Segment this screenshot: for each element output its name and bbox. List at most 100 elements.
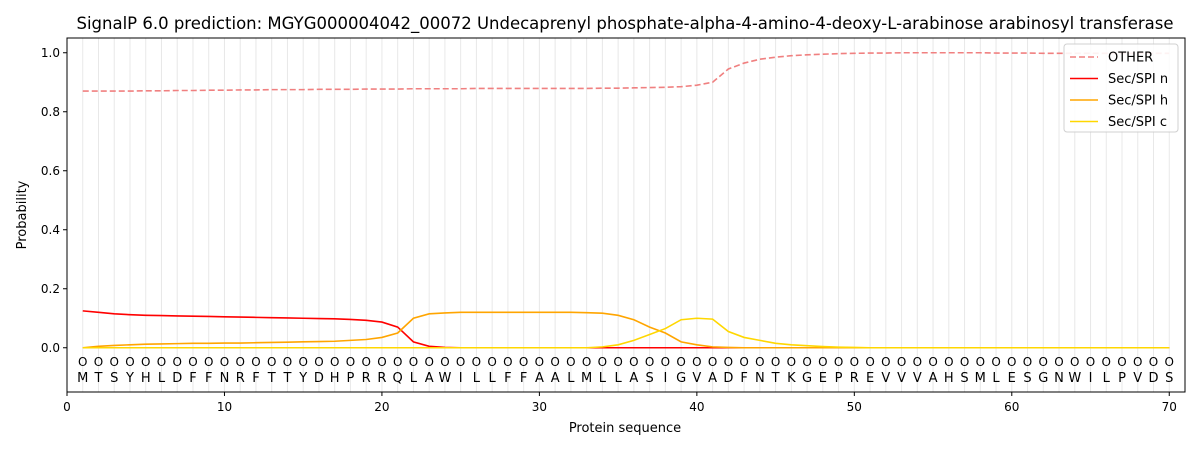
state-label: O (346, 355, 355, 369)
series-line-other (82, 51, 1170, 92)
residue-label: N (1054, 371, 1064, 386)
state-label: O (645, 355, 654, 369)
state-label: O (251, 355, 260, 369)
state-label: O (535, 355, 544, 369)
residue-label: T (94, 371, 103, 386)
state-label: O (267, 355, 276, 369)
state-label: O (172, 355, 181, 369)
y-axis-label: Probability (15, 180, 30, 249)
state-label: O (141, 355, 150, 369)
residue-label: F (189, 371, 196, 386)
legend: OTHER Sec/SPI n Sec/SPI h Sec/SPI c (1063, 43, 1179, 133)
x-tick-label: 10 (217, 400, 232, 414)
state-label: O (598, 355, 607, 369)
residue-label: V (692, 371, 701, 386)
residue-label: Q (393, 371, 403, 386)
state-label: O (1054, 355, 1063, 369)
state-label: O (487, 355, 496, 369)
x-tick-label: 50 (847, 400, 862, 414)
state-label: O (472, 355, 481, 369)
legend-box (1063, 43, 1179, 133)
residue-label: G (1038, 371, 1048, 386)
series-line-sec-spi-c (82, 317, 1170, 349)
state-label: O (676, 355, 685, 369)
residue-label: D (172, 371, 182, 386)
state-label: O (204, 355, 213, 369)
state-label: O (566, 355, 575, 369)
residue-label: T (771, 371, 780, 386)
state-label: O (330, 355, 339, 369)
residue-label: G (676, 371, 686, 386)
y-tick-label: 0.8 (41, 105, 60, 119)
residue-label: L (473, 371, 481, 386)
x-tick-label: 0 (63, 400, 71, 414)
residue-label: Y (298, 371, 307, 386)
x-tick-label: 30 (532, 400, 547, 414)
y-tick-label: 0.4 (41, 223, 60, 237)
residue-label: T (282, 371, 291, 386)
y-tick-label: 0.2 (41, 282, 60, 296)
residue-label: F (740, 371, 747, 386)
state-label: O (1039, 355, 1048, 369)
residue-label: S (1165, 371, 1173, 386)
state-label: O (850, 355, 859, 369)
residue-label: A (425, 371, 434, 386)
residue-label: D (1148, 371, 1158, 386)
state-label: O (944, 355, 953, 369)
residue-label: V (913, 371, 922, 386)
residue-label: R (850, 371, 859, 386)
state-label: O (78, 355, 87, 369)
residue-label: M (77, 371, 88, 386)
state-label: O (976, 355, 985, 369)
residue-label: K (787, 371, 796, 386)
y-tick-label: 0.0 (41, 341, 60, 355)
state-label: O (440, 355, 449, 369)
state-label: O (1102, 355, 1111, 369)
state-label: O (865, 355, 874, 369)
residue-label: P (347, 371, 355, 386)
residue-label: L (599, 371, 607, 386)
legend-label: Sec/SPI c (1108, 115, 1167, 130)
state-label: O (456, 355, 465, 369)
state-label: O (409, 355, 418, 369)
plot-frame (66, 37, 1186, 393)
residue-label: I (459, 371, 463, 386)
state-label: O (298, 355, 307, 369)
residue-label: M (975, 371, 986, 386)
residue-label: D (723, 371, 733, 386)
state-label: O (692, 355, 701, 369)
state-label: O (629, 355, 638, 369)
residue-label: S (110, 371, 118, 386)
state-label: O (771, 355, 780, 369)
state-label: O (314, 355, 323, 369)
residue-label: V (1133, 371, 1142, 386)
state-label: O (1023, 355, 1032, 369)
state-label: O (361, 355, 370, 369)
residue-label: I (663, 371, 667, 386)
residue-label: R (362, 371, 371, 386)
residue-label: T (267, 371, 276, 386)
x-axis-label: Protein sequence (569, 421, 681, 436)
state-label: O (157, 355, 166, 369)
legend-label: Sec/SPI n (1108, 72, 1168, 87)
residue-label: V (897, 371, 906, 386)
residue-label: L (615, 371, 623, 386)
state-label: O (613, 355, 622, 369)
residue-label: A (535, 371, 544, 386)
state-label: O (1086, 355, 1095, 369)
state-label: O (582, 355, 591, 369)
residue-label: L (1103, 371, 1111, 386)
state-label: O (519, 355, 528, 369)
state-label: O (787, 355, 796, 369)
state-label: O (1133, 355, 1142, 369)
state-label: O (1070, 355, 1079, 369)
y-tick-label: 1.0 (41, 46, 60, 60)
residue-label: A (551, 371, 560, 386)
residue-label: S (645, 371, 653, 386)
y-tick-label: 0.6 (41, 164, 60, 178)
state-label: O (94, 355, 103, 369)
residue-label: N (755, 371, 765, 386)
residue-label: L (567, 371, 575, 386)
residue-label: G (802, 371, 812, 386)
